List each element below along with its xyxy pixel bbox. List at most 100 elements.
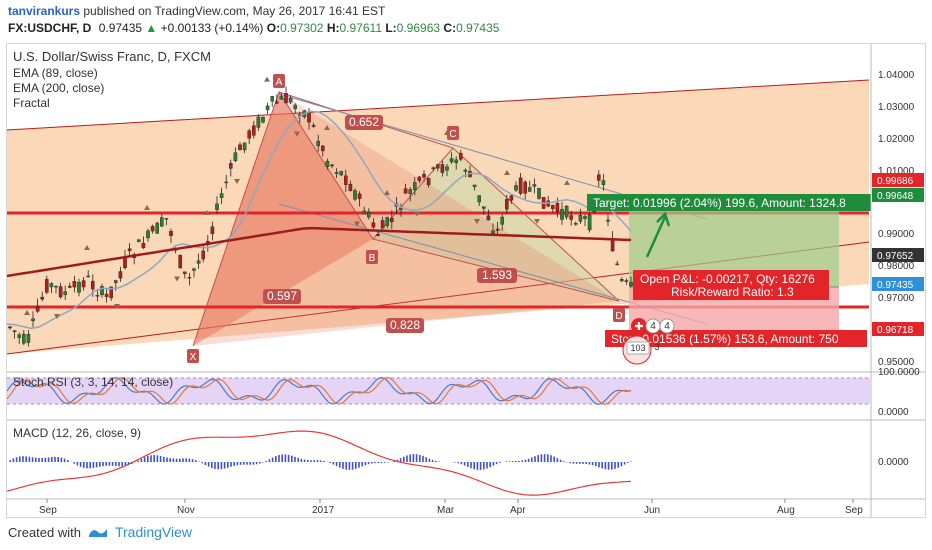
fractal-marker [534, 219, 540, 224]
price-axis-labels: 1.04000 1.03000 1.02000 1.01000 0.99000 0.980… [878, 70, 915, 368]
fractal-marker [174, 276, 180, 282]
point-a-label: A [273, 74, 285, 88]
fractal-marker [264, 76, 270, 82]
fractal-marker [54, 314, 60, 319]
macd-line [7, 430, 632, 496]
candle-body [159, 217, 164, 227]
candle-body [578, 215, 583, 222]
event-flag-icon[interactable] [631, 318, 647, 334]
time-axis-label: Sep [845, 505, 863, 516]
fractal-marker [144, 205, 150, 210]
channel-upper-line [7, 79, 870, 131]
candle-body [587, 214, 592, 231]
publication-header: tanvirankurs published on TradingView.co… [0, 0, 932, 40]
target-arrow-icon [645, 211, 671, 258]
pattern-xab-triangle [193, 92, 373, 346]
candle-body [261, 116, 265, 123]
footer: Created with TradingView [8, 524, 192, 540]
time-axis-label: Sep [39, 505, 57, 516]
fractal-marker [24, 310, 30, 315]
stop-info-box[interactable]: Stop: 0.01536 (1.57%) 153.6, Amount: 750 [605, 330, 867, 347]
chart-container[interactable]: A B C D X 0.652 1.593 0.597 0.828 Target… [6, 43, 926, 518]
svg-text:4: 4 [664, 321, 670, 332]
candle-body [334, 172, 339, 175]
svg-text:C: C [449, 129, 456, 140]
stoch-title[interactable]: Stoch RSI (3, 3, 14, 14, close) [13, 375, 173, 389]
price-change: +0.00133 (+0.14%) [160, 21, 264, 35]
candle-body [265, 105, 270, 110]
macd-title[interactable]: MACD (12, 26, close, 9) [13, 426, 141, 440]
candle-body [275, 101, 279, 104]
candle-body [95, 294, 100, 297]
chart-canvas[interactable]: A B C D X 0.652 1.593 0.597 0.828 Target… [7, 44, 925, 517]
open-pl-box[interactable]: Open P&L: -0.00217, Qty: 16276Risk/Rewar… [633, 270, 829, 300]
candle-body [238, 144, 242, 151]
candle-body [597, 174, 601, 181]
candle-body [54, 285, 58, 288]
candle-body [35, 305, 40, 312]
time-axis-label: Nov [177, 505, 195, 516]
candle-body [426, 178, 431, 186]
ratio-label-0652: 0.652 [345, 115, 383, 130]
candle-body [523, 181, 527, 194]
candle-body [537, 187, 541, 199]
last-price: 0.97435 [98, 21, 143, 35]
candle-body [288, 97, 293, 103]
open-value: 0.97302 [280, 21, 324, 35]
ema-89-line [7, 110, 632, 330]
price-axis-label: 1.01000 [878, 166, 915, 177]
open-label: O: [266, 21, 281, 35]
candle-body [311, 125, 316, 127]
price-tag [872, 248, 924, 262]
svg-text:Stop: 0.01536 (1.57%) 153.6, A: Stop: 0.01536 (1.57%) 153.6, Amount: 750 [611, 332, 839, 346]
price-axis[interactable] [871, 44, 925, 372]
candle-body [196, 260, 201, 264]
candle-body [555, 203, 560, 213]
fractal-marker [474, 219, 480, 224]
legend-fractal[interactable]: Fractal [13, 96, 50, 110]
fractal-marker [324, 125, 330, 130]
candle-body [344, 175, 348, 185]
candle-body [491, 230, 495, 234]
legend-ema89[interactable]: EMA (89, close) [13, 66, 98, 80]
candle-body [150, 226, 155, 232]
svg-text:3: 3 [654, 342, 659, 352]
stoch-axis-min: 0.0000 [878, 407, 909, 418]
candle-body [399, 207, 403, 210]
candle-body [348, 183, 353, 191]
events-cluster[interactable]: ✚ 4 4 103 3 [622, 318, 675, 365]
fractal-marker [84, 245, 90, 250]
stoch-d-line [7, 376, 632, 405]
candle-body [40, 296, 44, 300]
candle-body [123, 256, 127, 268]
candle-body [431, 167, 436, 169]
time-axis-label: Apr [510, 505, 526, 516]
price-tag-text: 0.97652 [877, 251, 914, 262]
low-value: 0.96963 [396, 21, 441, 35]
time-axis-labels[interactable]: Sep Nov 2017 Mar Apr Jun Aug Sep [39, 499, 863, 516]
legend-ema200[interactable]: EMA (200, close) [13, 81, 104, 95]
fractal-marker [414, 211, 420, 217]
candle-body [100, 286, 104, 296]
candle-body [367, 211, 371, 218]
tradingview-brand[interactable]: TradingView [114, 524, 193, 540]
fractal-marker [204, 210, 210, 215]
point-c-label: C [447, 126, 459, 140]
change-arrow-icon: ▲ [145, 21, 158, 35]
candle-body [256, 116, 261, 128]
close-label: C: [443, 21, 457, 35]
candle-body [136, 239, 141, 243]
candle-body [104, 293, 109, 298]
publisher-line: tanvirankurs published on TradingView.co… [8, 4, 385, 18]
candle-body [141, 242, 146, 249]
candle-body [357, 193, 362, 199]
fractal-marker [384, 190, 390, 195]
macd-histogram [9, 454, 632, 470]
publisher-username[interactable]: tanvirankurs [8, 4, 81, 18]
candle-body [325, 160, 330, 167]
candle-body [362, 210, 367, 215]
candle-body [528, 187, 532, 192]
price-axis-label: 0.99000 [878, 229, 915, 240]
candle-body [178, 254, 183, 269]
target-info-box[interactable]: Target: 0.01996 (2.04%) 199.6, Amount: 1… [587, 194, 877, 211]
